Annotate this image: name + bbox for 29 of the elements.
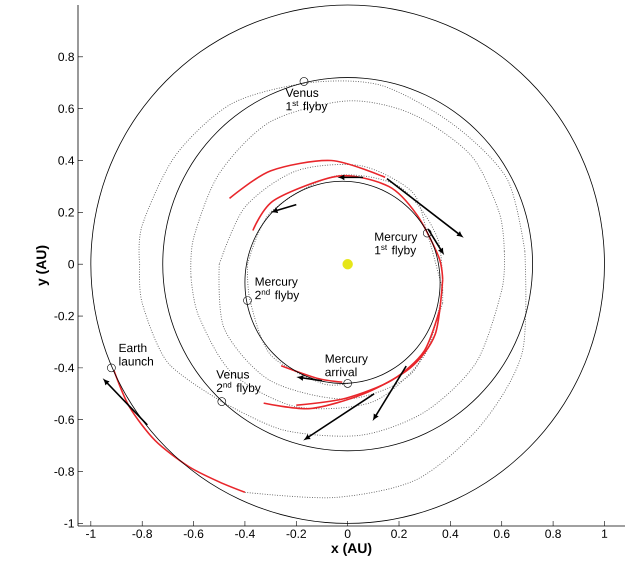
x-tick-label: 0.2 (391, 530, 407, 538)
x-tick-label: 0.4 (442, 530, 458, 538)
annotation: Mercury arrival (325, 354, 368, 376)
annotation: Mercury 2$^{nd}$ flyby (255, 277, 300, 302)
y-tick-label: 0.8 (58, 52, 74, 62)
annotation: Earth launch (119, 343, 154, 366)
y-tick-label: -0.8 (54, 467, 74, 476)
x-tick-label: -0.6 (184, 530, 204, 538)
y-tick-label: 0.4 (58, 156, 74, 165)
y-tick-label: -0.6 (54, 415, 74, 424)
x-axis-title: x (AU) (331, 542, 372, 556)
x-tick-label: 0.8 (545, 530, 561, 538)
y-tick-label: -1 (64, 519, 74, 528)
x-tick-label: -1 (86, 530, 96, 538)
y-tick-label: 0.6 (58, 104, 74, 113)
x-tick-label: 0 (344, 530, 351, 538)
x-tick-label: 0.6 (494, 530, 510, 538)
y-tick-label: 0 (68, 260, 74, 268)
annotation: Mercury 1$^{st}$ flyby (375, 232, 418, 257)
annotation: Venus 1$^{st}$ flyby (286, 88, 328, 113)
y-tick-label: 0.2 (58, 208, 74, 217)
x-tick-label: 1 (602, 530, 608, 538)
y-tick-label: -0.4 (54, 364, 74, 372)
annotation: Venus 2$^{nd}$ flyby (216, 370, 261, 394)
x-tick-label: -0.4 (235, 530, 255, 538)
y-tick-label: -0.2 (54, 312, 74, 320)
y-axis-title: y (AU) (36, 246, 50, 286)
x-tick-label: -0.8 (132, 530, 152, 538)
x-tick-label: -0.2 (286, 530, 306, 538)
